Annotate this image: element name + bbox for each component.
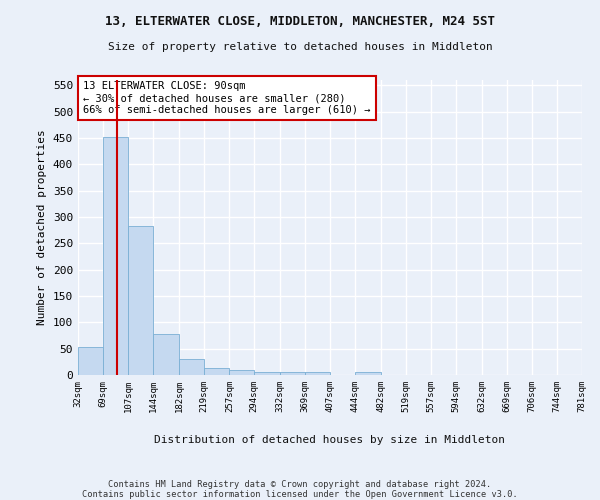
Text: 13 ELTERWATER CLOSE: 90sqm
← 30% of detached houses are smaller (280)
66% of sem: 13 ELTERWATER CLOSE: 90sqm ← 30% of deta… — [83, 82, 371, 114]
Bar — [103, 137, 128, 375]
Text: Contains HM Land Registry data © Crown copyright and database right 2024.
Contai: Contains HM Land Registry data © Crown c… — [82, 480, 518, 500]
Bar — [254, 372, 280, 375]
Text: 13, ELTERWATER CLOSE, MIDDLETON, MANCHESTER, M24 5ST: 13, ELTERWATER CLOSE, MIDDLETON, MANCHES… — [105, 15, 495, 28]
Text: Distribution of detached houses by size in Middleton: Distribution of detached houses by size … — [155, 435, 505, 445]
Y-axis label: Number of detached properties: Number of detached properties — [37, 130, 47, 326]
Text: Size of property relative to detached houses in Middleton: Size of property relative to detached ho… — [107, 42, 493, 52]
Bar — [305, 372, 331, 375]
Bar — [204, 368, 229, 375]
Bar — [229, 370, 254, 375]
Bar — [355, 372, 381, 375]
Bar — [128, 226, 154, 375]
Bar — [78, 347, 103, 375]
Bar — [154, 334, 179, 375]
Bar — [280, 372, 305, 375]
Bar — [179, 359, 204, 375]
